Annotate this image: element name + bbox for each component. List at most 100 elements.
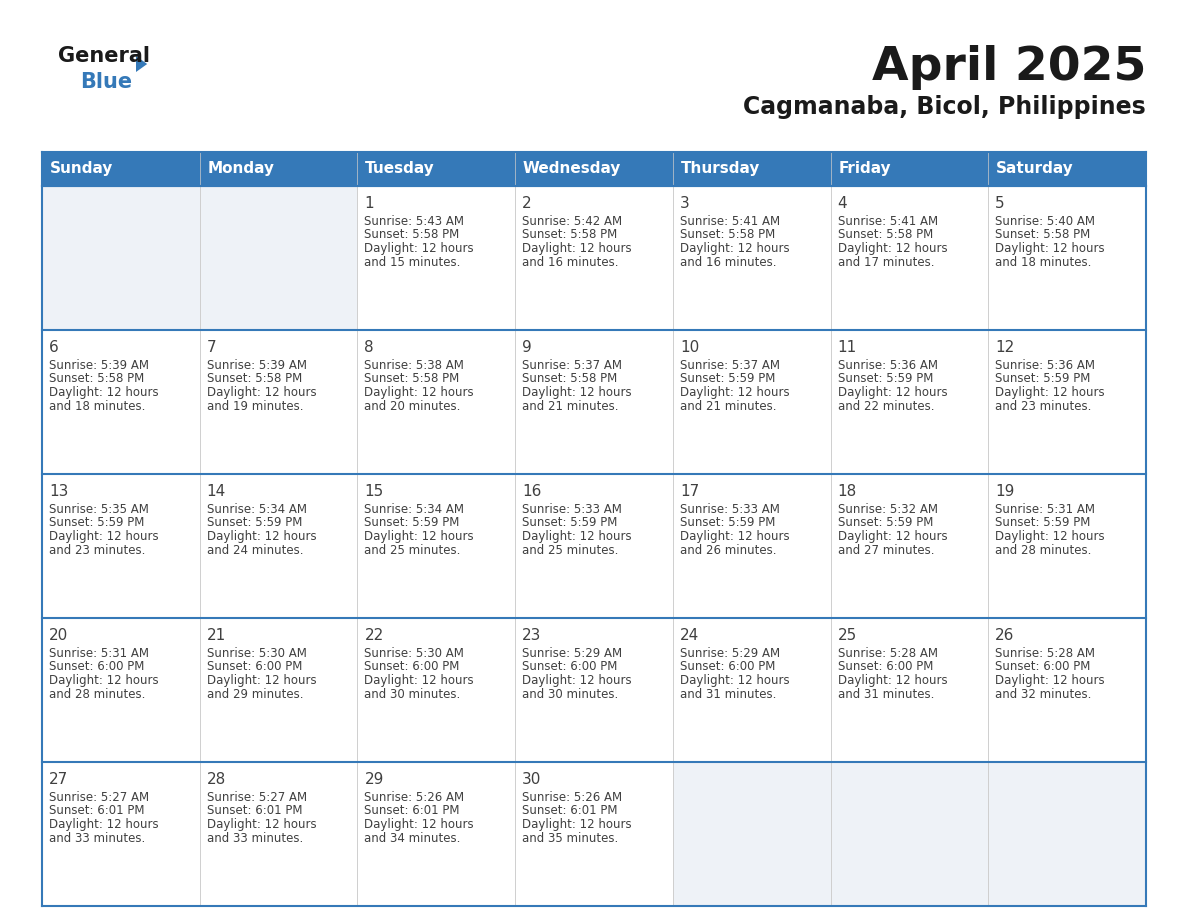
Text: 10: 10 [680,340,699,355]
Text: Sunset: 5:59 PM: Sunset: 5:59 PM [680,373,776,386]
Text: Sunset: 6:00 PM: Sunset: 6:00 PM [996,660,1091,674]
Bar [358,186,516,330]
Text: 16: 16 [523,484,542,499]
Text: Blue: Blue [80,72,132,92]
Text: 14: 14 [207,484,226,499]
Bar [200,618,358,762]
Text: Sunrise: 5:28 AM: Sunrise: 5:28 AM [838,647,937,660]
Text: Sunset: 6:00 PM: Sunset: 6:00 PM [365,660,460,674]
Text: Daylight: 12 hours: Daylight: 12 hours [523,242,632,255]
Text: Sunset: 5:58 PM: Sunset: 5:58 PM [49,373,144,386]
Text: Daylight: 12 hours: Daylight: 12 hours [365,242,474,255]
Text: Sunrise: 5:32 AM: Sunrise: 5:32 AM [838,503,937,516]
Text: and 32 minutes.: and 32 minutes. [996,688,1092,700]
Text: Sunset: 6:00 PM: Sunset: 6:00 PM [838,660,933,674]
Bar [358,474,516,618]
Text: Daylight: 12 hours: Daylight: 12 hours [996,386,1105,399]
Text: and 28 minutes.: and 28 minutes. [996,543,1092,556]
Text: Daylight: 12 hours: Daylight: 12 hours [680,386,790,399]
Text: and 31 minutes.: and 31 minutes. [680,688,776,700]
Bar [42,762,200,906]
Bar [988,762,1146,906]
Text: 24: 24 [680,628,699,643]
Bar [988,186,1146,330]
Text: Sunrise: 5:28 AM: Sunrise: 5:28 AM [996,647,1095,660]
Bar [358,152,516,186]
Text: and 33 minutes.: and 33 minutes. [49,832,145,845]
Text: Sunset: 5:59 PM: Sunset: 5:59 PM [49,517,145,530]
Text: Thursday: Thursday [681,162,760,176]
Text: Sunset: 5:59 PM: Sunset: 5:59 PM [523,517,618,530]
Text: Sunrise: 5:29 AM: Sunrise: 5:29 AM [680,647,781,660]
Text: 18: 18 [838,484,857,499]
Text: Sunrise: 5:38 AM: Sunrise: 5:38 AM [365,359,465,372]
Text: and 30 minutes.: and 30 minutes. [365,688,461,700]
Text: Sunrise: 5:31 AM: Sunrise: 5:31 AM [996,503,1095,516]
Bar [200,186,358,330]
Text: and 24 minutes.: and 24 minutes. [207,543,303,556]
Text: and 23 minutes.: and 23 minutes. [996,399,1092,412]
Text: 1: 1 [365,196,374,211]
Text: Daylight: 12 hours: Daylight: 12 hours [523,674,632,687]
Bar [200,474,358,618]
Text: Daylight: 12 hours: Daylight: 12 hours [365,674,474,687]
Text: and 16 minutes.: and 16 minutes. [680,255,776,268]
Text: and 15 minutes.: and 15 minutes. [365,255,461,268]
Bar [358,618,516,762]
Text: Daylight: 12 hours: Daylight: 12 hours [996,674,1105,687]
Bar [42,152,200,186]
Text: 30: 30 [523,772,542,787]
Bar [358,330,516,474]
Text: Sunset: 5:58 PM: Sunset: 5:58 PM [838,229,933,241]
Text: Daylight: 12 hours: Daylight: 12 hours [49,818,159,831]
Text: 2: 2 [523,196,532,211]
Text: and 27 minutes.: and 27 minutes. [838,543,934,556]
Text: Daylight: 12 hours: Daylight: 12 hours [365,818,474,831]
Bar [830,474,988,618]
Text: 28: 28 [207,772,226,787]
Text: 4: 4 [838,196,847,211]
Text: Sunrise: 5:35 AM: Sunrise: 5:35 AM [49,503,148,516]
Text: Cagmanaba, Bicol, Philippines: Cagmanaba, Bicol, Philippines [744,95,1146,119]
Text: Daylight: 12 hours: Daylight: 12 hours [49,530,159,543]
Text: Sunset: 5:58 PM: Sunset: 5:58 PM [680,229,775,241]
Bar [516,186,672,330]
Text: Saturday: Saturday [997,162,1074,176]
Text: and 23 minutes.: and 23 minutes. [49,543,145,556]
Text: and 21 minutes.: and 21 minutes. [680,399,776,412]
Text: and 26 minutes.: and 26 minutes. [680,543,776,556]
Text: and 29 minutes.: and 29 minutes. [207,688,303,700]
Text: Daylight: 12 hours: Daylight: 12 hours [680,242,790,255]
Text: Sunset: 5:58 PM: Sunset: 5:58 PM [365,373,460,386]
Text: Sunset: 6:01 PM: Sunset: 6:01 PM [365,804,460,818]
Text: Daylight: 12 hours: Daylight: 12 hours [838,242,947,255]
Text: 29: 29 [365,772,384,787]
Text: 21: 21 [207,628,226,643]
Text: Sunset: 6:00 PM: Sunset: 6:00 PM [207,660,302,674]
Text: Sunset: 5:58 PM: Sunset: 5:58 PM [996,229,1091,241]
Text: Daylight: 12 hours: Daylight: 12 hours [523,530,632,543]
Text: and 31 minutes.: and 31 minutes. [838,688,934,700]
Text: and 22 minutes.: and 22 minutes. [838,399,934,412]
Text: 20: 20 [49,628,68,643]
Text: 26: 26 [996,628,1015,643]
Text: 9: 9 [523,340,532,355]
Text: Sunset: 6:00 PM: Sunset: 6:00 PM [49,660,145,674]
Text: and 17 minutes.: and 17 minutes. [838,255,934,268]
Text: Sunrise: 5:41 AM: Sunrise: 5:41 AM [838,215,937,228]
Text: Sunset: 5:59 PM: Sunset: 5:59 PM [838,373,933,386]
Text: and 18 minutes.: and 18 minutes. [49,399,145,412]
Text: Sunset: 6:00 PM: Sunset: 6:00 PM [523,660,618,674]
Bar [830,186,988,330]
Bar [516,618,672,762]
Text: 7: 7 [207,340,216,355]
Bar [358,762,516,906]
Text: General: General [58,46,150,66]
Text: Sunrise: 5:36 AM: Sunrise: 5:36 AM [838,359,937,372]
Bar [672,186,830,330]
Text: Sunset: 5:58 PM: Sunset: 5:58 PM [523,229,618,241]
Text: Sunrise: 5:31 AM: Sunrise: 5:31 AM [49,647,148,660]
Text: Daylight: 12 hours: Daylight: 12 hours [523,818,632,831]
Text: and 30 minutes.: and 30 minutes. [523,688,619,700]
Text: Daylight: 12 hours: Daylight: 12 hours [996,530,1105,543]
